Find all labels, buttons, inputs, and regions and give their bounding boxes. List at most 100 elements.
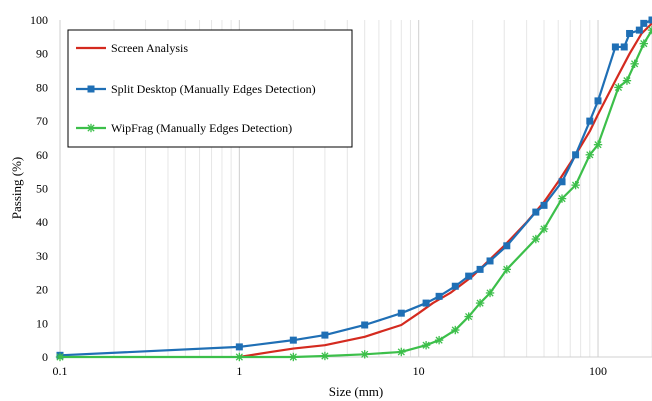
data-point: [639, 39, 648, 48]
data-point: [289, 352, 298, 362]
data-point: [451, 325, 460, 335]
data-point: [620, 43, 628, 51]
legend-entry: Split Desktop (Manually Edges Detection): [76, 82, 316, 96]
x-tick-label: 1: [236, 364, 242, 378]
legend: Screen Analysis Split Desktop (Manually E…: [67, 29, 353, 148]
marker-stroke: [476, 299, 484, 307]
data-point: [626, 29, 634, 37]
y-axis-title: Passing (%): [9, 157, 24, 219]
data-point: [503, 242, 511, 250]
marker-stroke: [540, 225, 548, 233]
marker-stroke: [623, 77, 631, 85]
marker-stroke: [321, 352, 329, 360]
legend-entry: Screen Analysis: [76, 41, 188, 55]
data-point: [86, 123, 96, 133]
marker-stroke: [586, 151, 594, 159]
data-point: [434, 335, 444, 345]
data-point: [464, 312, 473, 321]
marker-stroke: [465, 312, 473, 321]
marker-stroke: [571, 181, 580, 189]
data-point: [648, 16, 652, 24]
y-tick-label: 100: [30, 13, 48, 27]
y-tick-label: 30: [36, 249, 48, 263]
x-tick-labels: 0.1 1 10 100: [53, 364, 608, 378]
y-tick-label: 10: [36, 316, 48, 330]
data-point: [557, 194, 567, 203]
data-point: [320, 351, 330, 361]
data-point: [586, 117, 594, 125]
legend-label: Split Desktop (Manually Edges Detection): [111, 82, 316, 96]
data-point: [558, 178, 566, 186]
data-point: [531, 234, 541, 244]
marker-stroke: [56, 353, 64, 361]
data-point: [451, 282, 459, 290]
marker-stroke: [648, 26, 652, 32]
data-point: [539, 224, 549, 234]
x-tick-label: 10: [413, 364, 425, 378]
y-tick-label: 90: [36, 47, 48, 61]
marker-stroke: [631, 60, 639, 68]
data-point: [647, 25, 652, 35]
data-point: [475, 298, 485, 308]
marker-stroke: [648, 29, 652, 34]
y-tick-labels: 0 10 20 30 40 50 60 70 80 90 100: [30, 13, 48, 364]
data-point: [465, 272, 473, 280]
marker-stroke: [614, 83, 623, 92]
legend-entry: WipFrag (Manually Edges Detection): [76, 121, 292, 135]
y-tick-label: 60: [36, 148, 48, 162]
data-point: [397, 309, 405, 317]
data-point: [593, 140, 603, 149]
data-point: [289, 336, 297, 344]
marker-stroke: [289, 353, 297, 361]
series-1: [239, 22, 652, 359]
marker-stroke: [558, 195, 566, 203]
data-point: [640, 19, 648, 27]
data-point: [397, 347, 406, 357]
series-layer: [55, 16, 652, 362]
data-point: [611, 43, 619, 51]
x-axis-title: Size (mm): [329, 384, 384, 399]
marker-stroke: [640, 39, 648, 48]
y-tick-label: 20: [36, 283, 48, 297]
data-point: [622, 76, 632, 85]
data-point: [235, 343, 243, 351]
data-point: [572, 151, 580, 159]
marker-stroke: [235, 353, 243, 361]
data-point: [635, 26, 643, 34]
marker-stroke: [361, 350, 369, 358]
marker-stroke: [397, 348, 405, 356]
data-point: [235, 352, 244, 362]
data-point: [486, 257, 494, 265]
data-point: [571, 180, 580, 190]
data-point: [594, 97, 602, 105]
legend-box: [67, 29, 353, 148]
marker-stroke: [594, 141, 602, 149]
data-point: [321, 331, 329, 339]
data-point: [476, 265, 484, 273]
data-point: [540, 201, 548, 209]
data-point: [55, 352, 65, 362]
marker-stroke: [532, 235, 540, 243]
y-tick-label: 80: [36, 80, 48, 94]
data-point: [585, 150, 595, 159]
series-2: [56, 16, 652, 359]
data-point: [87, 85, 95, 93]
data-point: [361, 321, 369, 329]
series-line: [239, 22, 652, 359]
marker-stroke: [486, 289, 494, 297]
y-tick-label: 70: [36, 114, 48, 128]
marker-stroke: [503, 265, 511, 273]
x-tick-label: 0.1: [53, 364, 68, 378]
data-point: [630, 59, 639, 69]
legend-label: WipFrag (Manually Edges Detection): [111, 121, 292, 135]
marker-stroke: [451, 326, 459, 334]
data-point: [485, 288, 495, 298]
y-tick-label: 0: [42, 350, 48, 364]
marker-stroke: [435, 336, 443, 344]
marker-stroke: [422, 341, 430, 349]
y-tick-label: 50: [36, 182, 48, 196]
data-point: [614, 83, 623, 92]
data-point: [435, 292, 443, 300]
data-point: [532, 208, 540, 216]
